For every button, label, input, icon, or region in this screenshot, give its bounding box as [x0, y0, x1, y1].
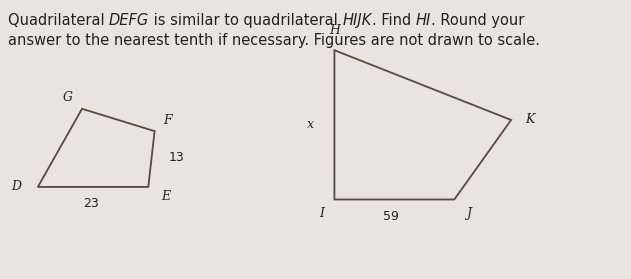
Text: F: F — [163, 114, 172, 127]
Text: K: K — [525, 113, 534, 126]
Text: G: G — [63, 91, 73, 104]
Text: HI: HI — [416, 13, 431, 28]
Text: x: x — [307, 118, 314, 131]
Text: Quadrilateral: Quadrilateral — [8, 13, 109, 28]
Text: . Find: . Find — [372, 13, 416, 28]
Text: DEFG: DEFG — [109, 13, 149, 28]
Text: 59: 59 — [383, 210, 399, 223]
Text: D: D — [11, 181, 21, 193]
Text: I: I — [319, 207, 324, 220]
Text: J: J — [466, 207, 471, 220]
Text: E: E — [161, 190, 170, 203]
Text: HIJK: HIJK — [343, 13, 372, 28]
Text: H: H — [329, 24, 340, 37]
Text: 23: 23 — [84, 197, 99, 210]
Text: . Round your: . Round your — [431, 13, 524, 28]
Text: answer to the nearest tenth if necessary. Figures are not drawn to scale.: answer to the nearest tenth if necessary… — [8, 33, 540, 49]
Text: 13: 13 — [169, 151, 185, 164]
Text: is similar to quadrilateral: is similar to quadrilateral — [149, 13, 343, 28]
